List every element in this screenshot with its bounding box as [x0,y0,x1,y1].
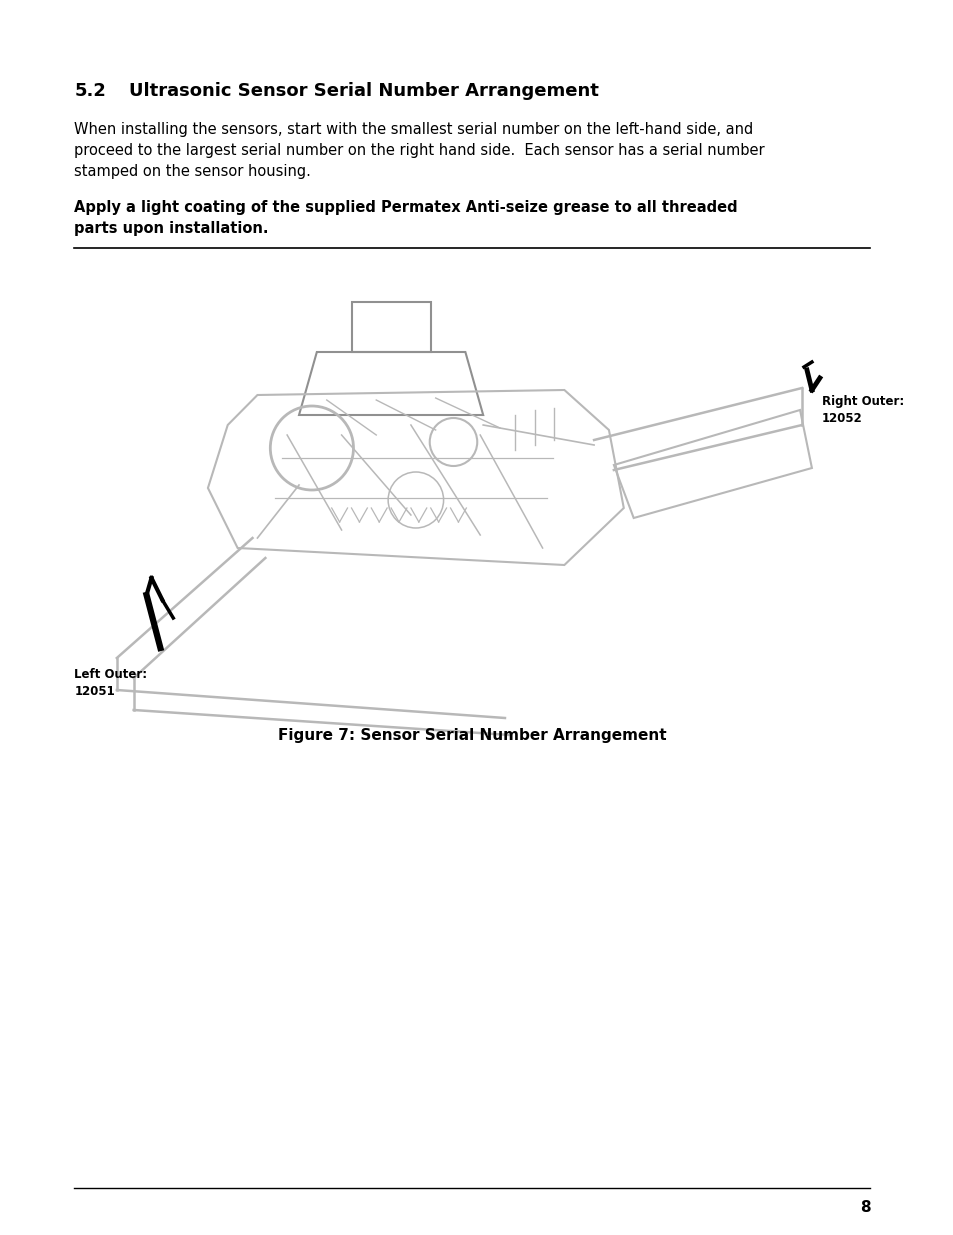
Text: parts upon installation.: parts upon installation. [74,221,269,236]
Text: Figure 7: Sensor Serial Number Arrangement: Figure 7: Sensor Serial Number Arrangeme… [277,727,666,743]
Text: 8: 8 [859,1200,869,1215]
Text: Ultrasonic Sensor Serial Number Arrangement: Ultrasonic Sensor Serial Number Arrangem… [129,82,598,100]
Text: stamped on the sensor housing.: stamped on the sensor housing. [74,164,311,179]
Text: 5.2: 5.2 [74,82,106,100]
Text: Apply a light coating of the supplied Permatex Anti-seize grease to all threaded: Apply a light coating of the supplied Pe… [74,200,737,215]
Text: When installing the sensors, start with the smallest serial number on the left-h: When installing the sensors, start with … [74,122,753,137]
Text: Right Outer:: Right Outer: [821,395,903,408]
Text: proceed to the largest serial number on the right hand side.  Each sensor has a : proceed to the largest serial number on … [74,143,764,158]
Text: Left Outer:: Left Outer: [74,668,147,680]
Text: 12051: 12051 [74,685,115,698]
Text: 12052: 12052 [821,412,862,425]
